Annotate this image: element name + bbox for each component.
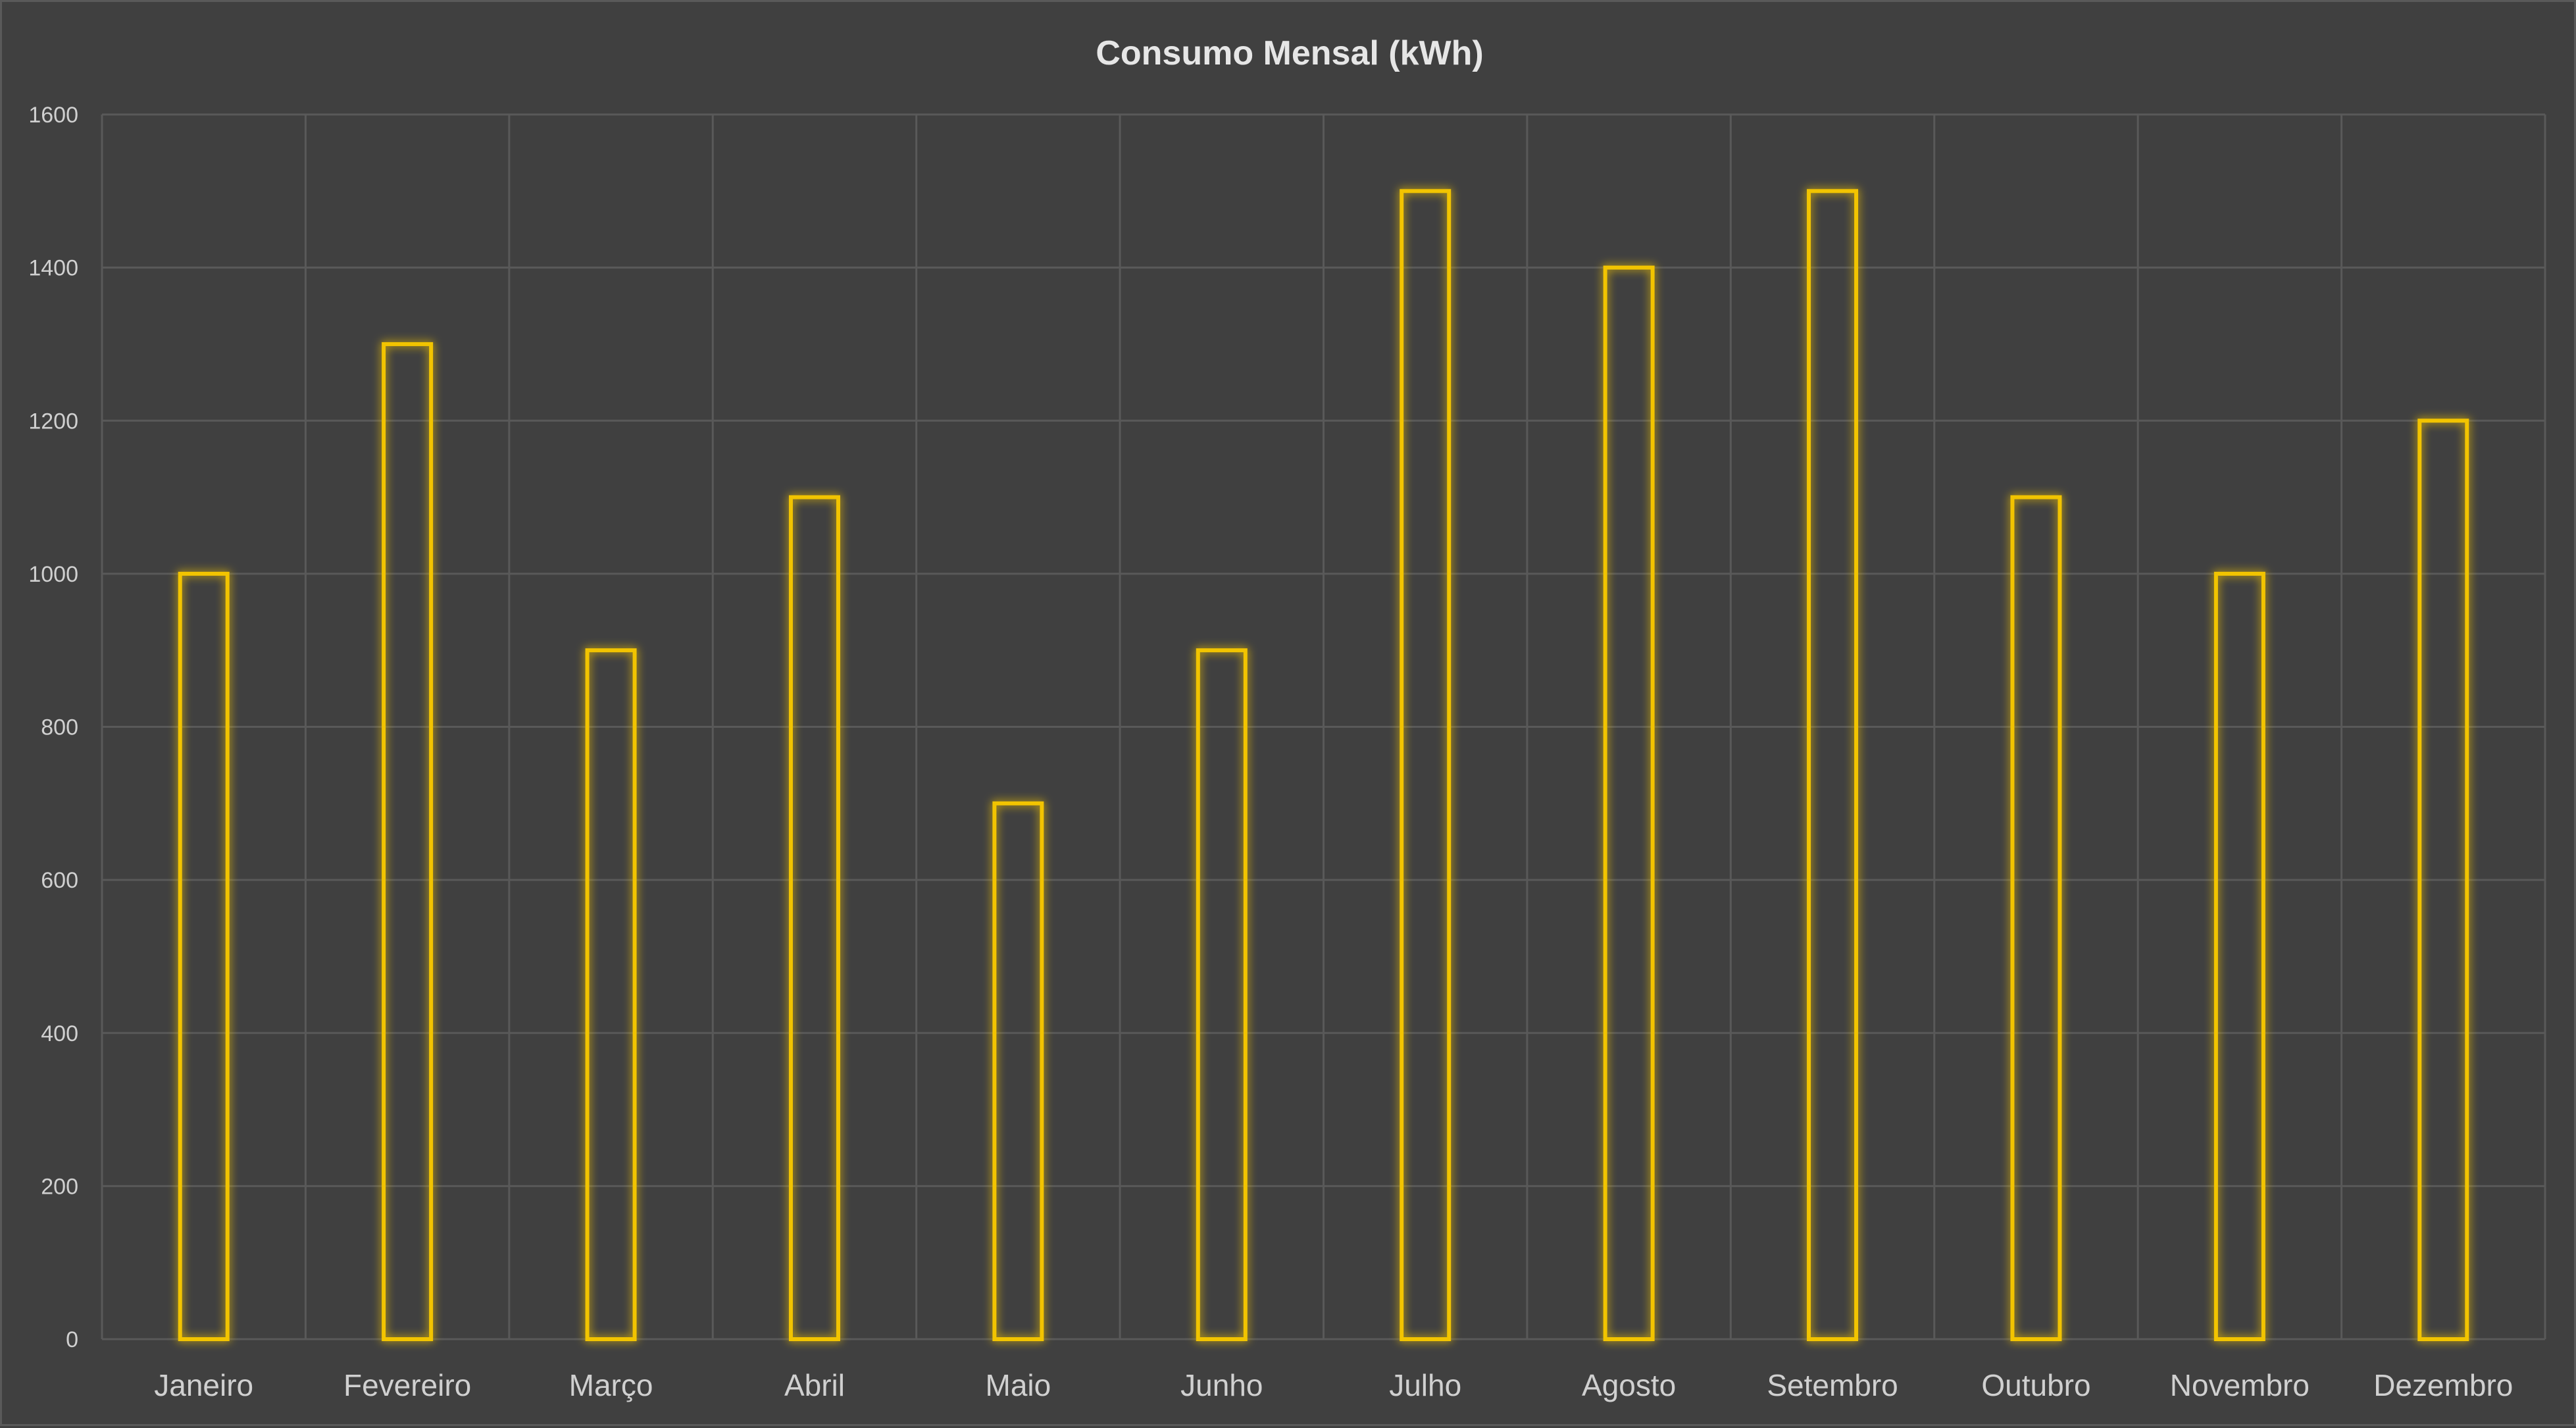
y-tick-label: 1200 [28, 409, 78, 434]
bar [588, 650, 635, 1339]
x-tick-label: Março [569, 1368, 653, 1402]
x-tick-label: Julho [1389, 1368, 1461, 1402]
y-tick-label: 1600 [28, 103, 78, 128]
x-tick-label: Dezembro [2373, 1368, 2513, 1402]
y-tick-label: 0 [66, 1327, 78, 1352]
grid-lines [102, 115, 2545, 1339]
bar [384, 344, 431, 1339]
bar [1605, 268, 1653, 1339]
bar [2216, 574, 2263, 1339]
bar [994, 803, 1042, 1339]
x-tick-label: Outubro [1981, 1368, 2090, 1402]
x-tick-label: Janeiro [154, 1368, 253, 1402]
x-tick-label: Maio [986, 1368, 1051, 1402]
bar [1198, 650, 1246, 1339]
y-tick-label: 400 [41, 1021, 78, 1046]
bar [1809, 191, 1856, 1339]
y-axis-tick-labels: 0 200 400 600 800 1000 1200 1400 1600 [28, 103, 78, 1352]
x-axis-tick-labels: Janeiro Fevereiro Março Abril Maio Junho Julho… [154, 1368, 2513, 1402]
y-tick-label: 1000 [28, 562, 78, 587]
x-tick-label: Abril [784, 1368, 845, 1402]
y-tick-label: 800 [41, 715, 78, 740]
chart-title: Consumo Mensal (kWh) [1096, 34, 1483, 72]
x-tick-label: Fevereiro [343, 1368, 471, 1402]
x-tick-label: Junho [1180, 1368, 1263, 1402]
x-tick-label: Novembro [2170, 1368, 2310, 1402]
bar [1402, 191, 1449, 1339]
bar [791, 497, 838, 1339]
y-tick-label: 1400 [28, 256, 78, 281]
bar [180, 574, 228, 1339]
y-tick-label: 200 [41, 1174, 78, 1199]
x-tick-label: Agosto [1582, 1368, 1676, 1402]
y-tick-label: 600 [41, 868, 78, 893]
x-tick-label: Setembro [1767, 1368, 1898, 1402]
bar [2012, 497, 2059, 1339]
